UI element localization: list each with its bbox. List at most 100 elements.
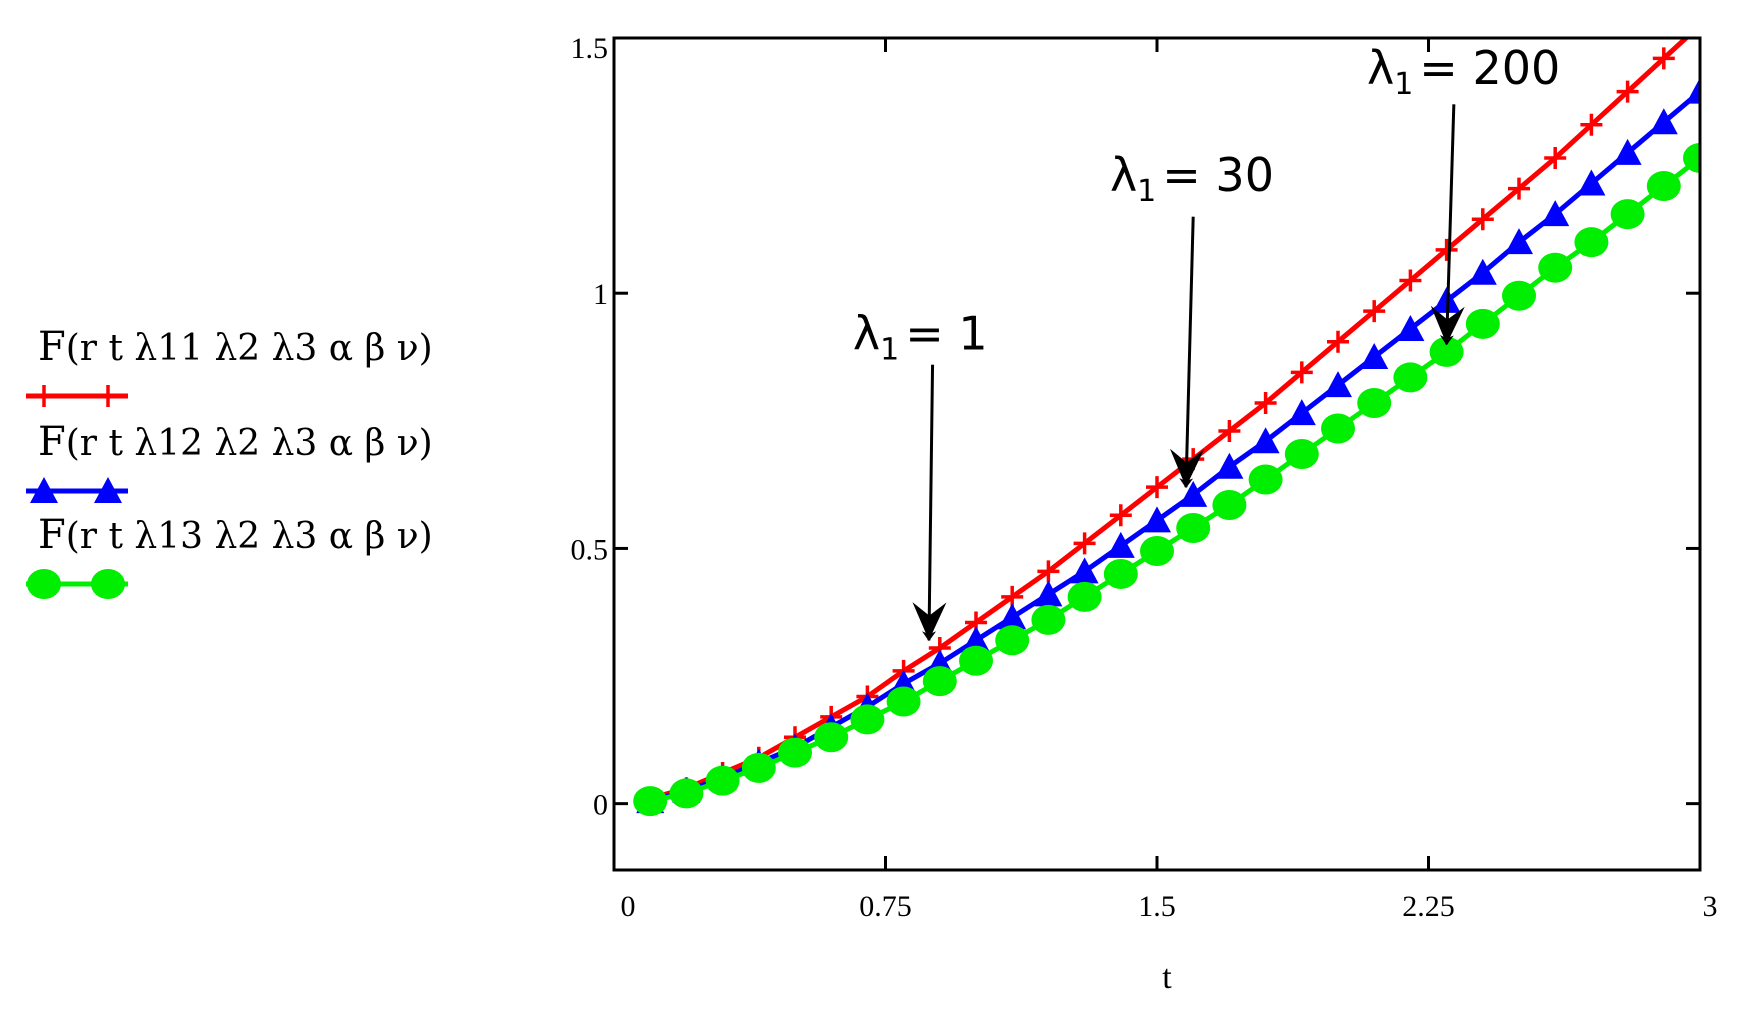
- legend-swatch-marker: [94, 477, 122, 503]
- series-2-point: [1143, 506, 1171, 533]
- x-axis-label: t: [1162, 959, 1172, 996]
- series-1-point: [1290, 361, 1313, 384]
- series-3-point: [1683, 142, 1700, 173]
- series-3-point: [922, 666, 957, 697]
- series-3-point: [1321, 413, 1355, 444]
- series-1-point: [1109, 504, 1132, 527]
- series-1-point: [1616, 80, 1639, 103]
- series-1-point: [1580, 113, 1603, 136]
- legend-label: F(r t λ12 λ2 λ3 α β ν): [38, 419, 433, 465]
- legend-swatch-marker: [33, 385, 55, 407]
- series-2-point: [1215, 452, 1244, 479]
- legend-entry-2: F(r t λ12 λ2 λ3 α β ν): [26, 419, 433, 503]
- series-1-point: [1254, 391, 1277, 414]
- legend-swatch-marker: [97, 385, 119, 407]
- series-3-point: [1284, 439, 1319, 469]
- series-3-point: [1538, 252, 1573, 283]
- series-2-point: [1577, 169, 1606, 196]
- x-tick-label: 1.5: [1138, 890, 1176, 923]
- series-3-point: [669, 778, 704, 809]
- series-3-point: [1646, 171, 1681, 202]
- series-1-point: [1471, 208, 1494, 231]
- series-layer: [633, 38, 1700, 817]
- series-3-point: [1248, 464, 1283, 495]
- legend-label: F(r t λ11 λ2 λ3 α β ν): [38, 324, 433, 370]
- series-3-point: [1357, 387, 1392, 418]
- series-2-point: [998, 603, 1027, 630]
- series-2-point: [1468, 258, 1497, 285]
- series-3-point: [850, 704, 885, 735]
- series-1-point: [1399, 269, 1422, 292]
- series-1-point: [1435, 238, 1458, 261]
- legend-swatch-marker: [91, 569, 125, 599]
- annotation-label: λ1 = 200: [1367, 41, 1560, 102]
- annotation-2: λ1 = 30: [1110, 148, 1274, 489]
- series-3-point: [1465, 308, 1500, 339]
- series-2-point: [1106, 531, 1135, 558]
- series-3-point: [1031, 604, 1066, 635]
- y-tick-label: 0: [593, 789, 608, 822]
- annotation-layer: λ1 = 1 λ1 = 30 λ1 = 200: [853, 41, 1560, 642]
- legend-entry-3: F(r t λ13 λ2 λ3 α β ν): [26, 512, 433, 599]
- series-3: [633, 142, 1700, 817]
- series-3-point: [1103, 558, 1138, 589]
- tick-layer: 0 0.75 1.5 2.25 3 0 0.5 1 1.5: [571, 32, 1718, 923]
- series-2-point: [962, 626, 990, 653]
- x-tick-label: 0: [621, 890, 636, 923]
- series-3-point: [1176, 513, 1211, 544]
- series-3-point: [705, 765, 740, 796]
- series-2-point: [1179, 480, 1208, 507]
- series-3-point: [1610, 199, 1645, 230]
- series-3-point: [1574, 227, 1609, 258]
- series-3-point: [1393, 362, 1428, 393]
- series-2-point: [1686, 77, 1700, 104]
- series-3-line: [649, 156, 1700, 804]
- annotation-arrow: [922, 364, 937, 642]
- legend: F(r t λ11 λ2 λ3 α β ν) F(r t λ12 λ2 λ3 α …: [26, 324, 433, 599]
- series-1-point: [1037, 560, 1060, 583]
- series-2-point: [1541, 200, 1570, 227]
- series-1-line: [649, 38, 1690, 801]
- x-tick-label: 0.75: [859, 890, 912, 923]
- series-3-point: [633, 786, 668, 817]
- x-tick-label: 2.25: [1402, 890, 1455, 923]
- series-1-point: [1363, 300, 1386, 323]
- series-1-point: [1073, 532, 1096, 555]
- annotation-arrowhead: [912, 602, 947, 641]
- annotation-label: λ1 = 1: [853, 306, 988, 367]
- series-2-point: [1070, 557, 1099, 584]
- series-3-point: [1140, 535, 1174, 566]
- series-1-point: [1508, 177, 1530, 200]
- series-3-point: [995, 625, 1030, 656]
- series-2-point: [1034, 580, 1063, 607]
- annotation-arrow: [1439, 104, 1456, 346]
- series-3-point: [1067, 581, 1102, 612]
- series-1: [639, 38, 1690, 810]
- annotation-label: λ1 = 30: [1110, 148, 1274, 209]
- annotation-arrowhead: [1169, 448, 1204, 488]
- series-1-point: [1218, 420, 1241, 443]
- series-3-point: [1212, 490, 1247, 521]
- y-tick-label: 1.5: [571, 32, 609, 65]
- series-2-point: [1360, 343, 1389, 370]
- legend-label: F(r t λ13 λ2 λ3 α β ν): [38, 512, 433, 558]
- series-1-point: [1146, 476, 1168, 499]
- series-2-point: [1287, 399, 1316, 426]
- series-3-point: [1502, 280, 1536, 311]
- y-tick-label: 1: [593, 278, 608, 311]
- series-3-point: [959, 645, 993, 676]
- series-2-point: [1613, 138, 1642, 165]
- series-2-point: [1324, 371, 1352, 398]
- series-3-point: [814, 722, 849, 753]
- y-tick-label: 0.5: [571, 533, 609, 566]
- legend-swatch-marker: [27, 569, 61, 599]
- x-tick-label: 3: [1703, 890, 1718, 923]
- annotation-arrowhead: [1430, 305, 1465, 345]
- series-2-point: [1396, 314, 1425, 341]
- legend-entry-1: F(r t λ11 λ2 λ3 α β ν): [26, 324, 433, 407]
- series-3-point: [778, 737, 812, 768]
- series-1-point: [1544, 146, 1567, 169]
- annotation-1: λ1 = 1: [853, 306, 988, 642]
- series-3-point: [886, 686, 921, 717]
